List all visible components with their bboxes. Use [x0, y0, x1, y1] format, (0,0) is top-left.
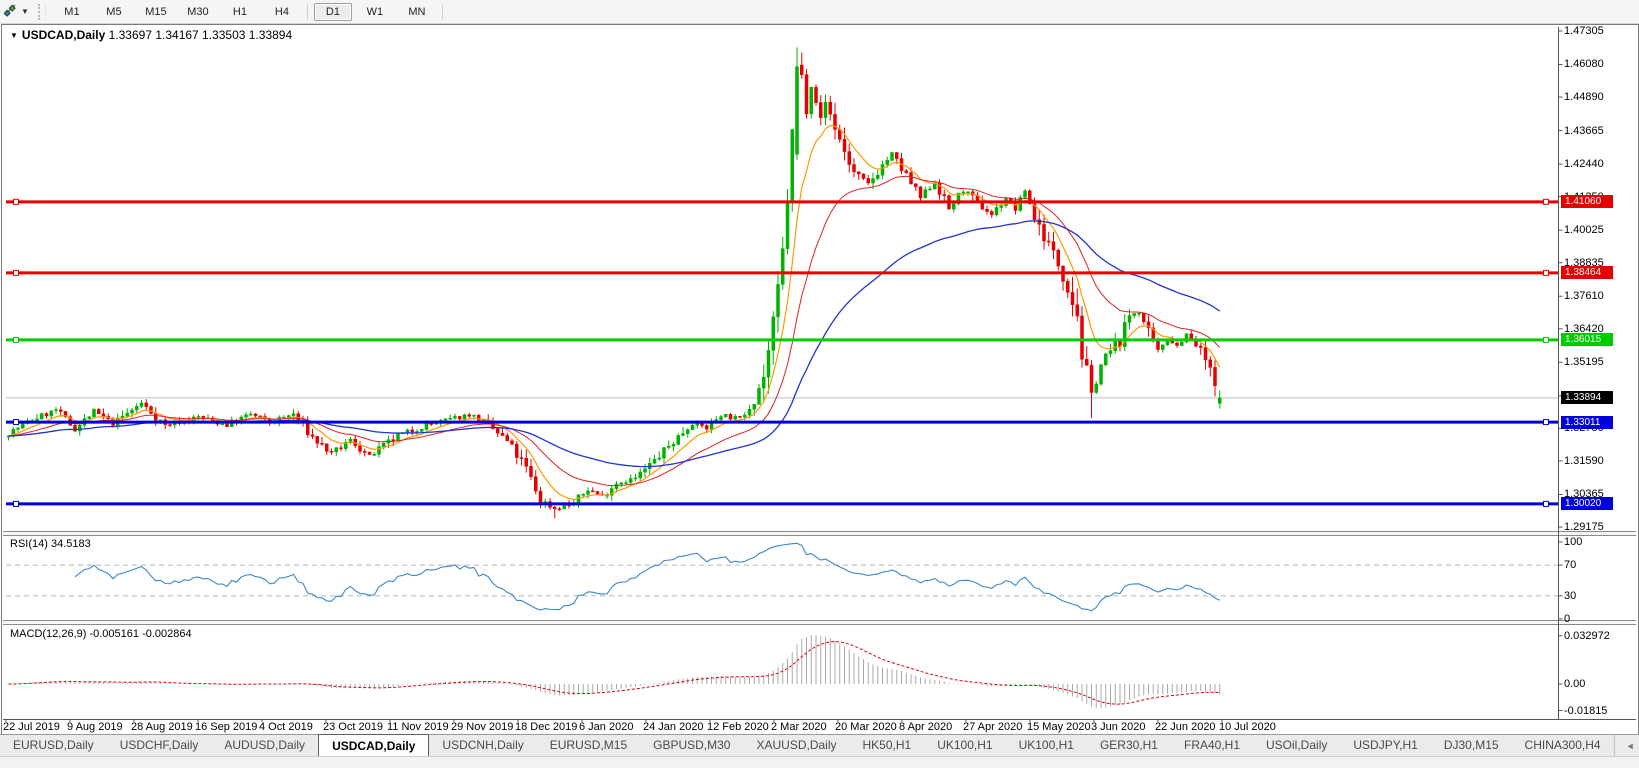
timeframe-button-m15[interactable]: M15	[145, 5, 167, 18]
tab-usdjpy-h1[interactable]: USDJPY,H1	[1353, 738, 1418, 752]
tab-usdcnh-daily[interactable]: USDCNH,Daily	[442, 738, 524, 752]
tab-usoil-daily[interactable]: USOil,Daily	[1266, 738, 1328, 752]
timeframe-button-m30[interactable]: M30	[187, 5, 209, 18]
chart-tab-bar: EURUSD,Daily USDCHF,Daily AUDUSD,Daily USDC…	[0, 734, 1639, 757]
tab-hk50-h1[interactable]: HK50,H1	[862, 738, 912, 752]
tab-usdchf-daily[interactable]: USDCHF,Daily	[119, 738, 199, 752]
tab-ger30-h1[interactable]: GER30,H1	[1099, 738, 1158, 752]
tab-eurusd-m15[interactable]: EURUSD,M15	[549, 738, 628, 752]
timeframe-button-h1[interactable]: H1	[232, 5, 247, 18]
line-studies-icon	[2, 2, 18, 21]
timeframe-button-w1[interactable]: W1	[366, 5, 384, 18]
timeframe-button-d1[interactable]: D1	[313, 2, 352, 21]
tab-uk100-h1[interactable]: UK100,H1	[1018, 738, 1074, 752]
chart-window: ▼ USDCAD,Daily 1.33697 1.34167 1.33503 1.…	[0, 24, 1639, 735]
chevron-down-icon: ▼	[21, 7, 29, 16]
timeframe-button-h4[interactable]: H4	[274, 5, 289, 18]
tab-fra40-h1[interactable]: FRA40,H1	[1183, 738, 1241, 752]
tab-audusd-daily[interactable]: AUDUSD,Daily	[224, 738, 306, 752]
timeframe-button-m5[interactable]: M5	[106, 5, 122, 18]
tab-scroll-buttons: ◄►	[1613, 735, 1639, 757]
price-chart-canvas[interactable]	[0, 24, 1639, 734]
tab-uk100-h1[interactable]: UK100,H1	[937, 738, 993, 752]
timeframe-button-m1[interactable]: M1	[64, 5, 80, 18]
tab-dj30-m15[interactable]: DJ30,M15	[1443, 738, 1499, 752]
line-studies-dropdown[interactable]: ▼	[0, 0, 33, 23]
toolbar-separator	[441, 3, 443, 20]
tab-xauusd-daily[interactable]: XAUUSD,Daily	[756, 738, 837, 752]
tab-china300-h4[interactable]: CHINA300,H4	[1524, 738, 1601, 752]
tab-scroll-left-icon[interactable]: ◄	[1625, 741, 1635, 751]
tab-eurusd-daily[interactable]: EURUSD,Daily	[13, 738, 94, 752]
top-toolbar: ▼ M1 M5 M15 M30 H1 H4 D1 W1 MN	[0, 0, 1639, 24]
toolbar-grip[interactable]	[37, 3, 46, 20]
toolbar-separator	[306, 3, 308, 20]
timeframe-buttons: M1 M5 M15 M30 H1 H4 D1 W1 MN	[51, 2, 447, 21]
status-bar	[0, 756, 1639, 768]
tab-usdcad-daily[interactable]: USDCAD,Daily	[318, 734, 430, 757]
timeframe-button-mn[interactable]: MN	[408, 5, 426, 18]
tab-gbpusd-m30[interactable]: GBPUSD,M30	[653, 738, 731, 752]
